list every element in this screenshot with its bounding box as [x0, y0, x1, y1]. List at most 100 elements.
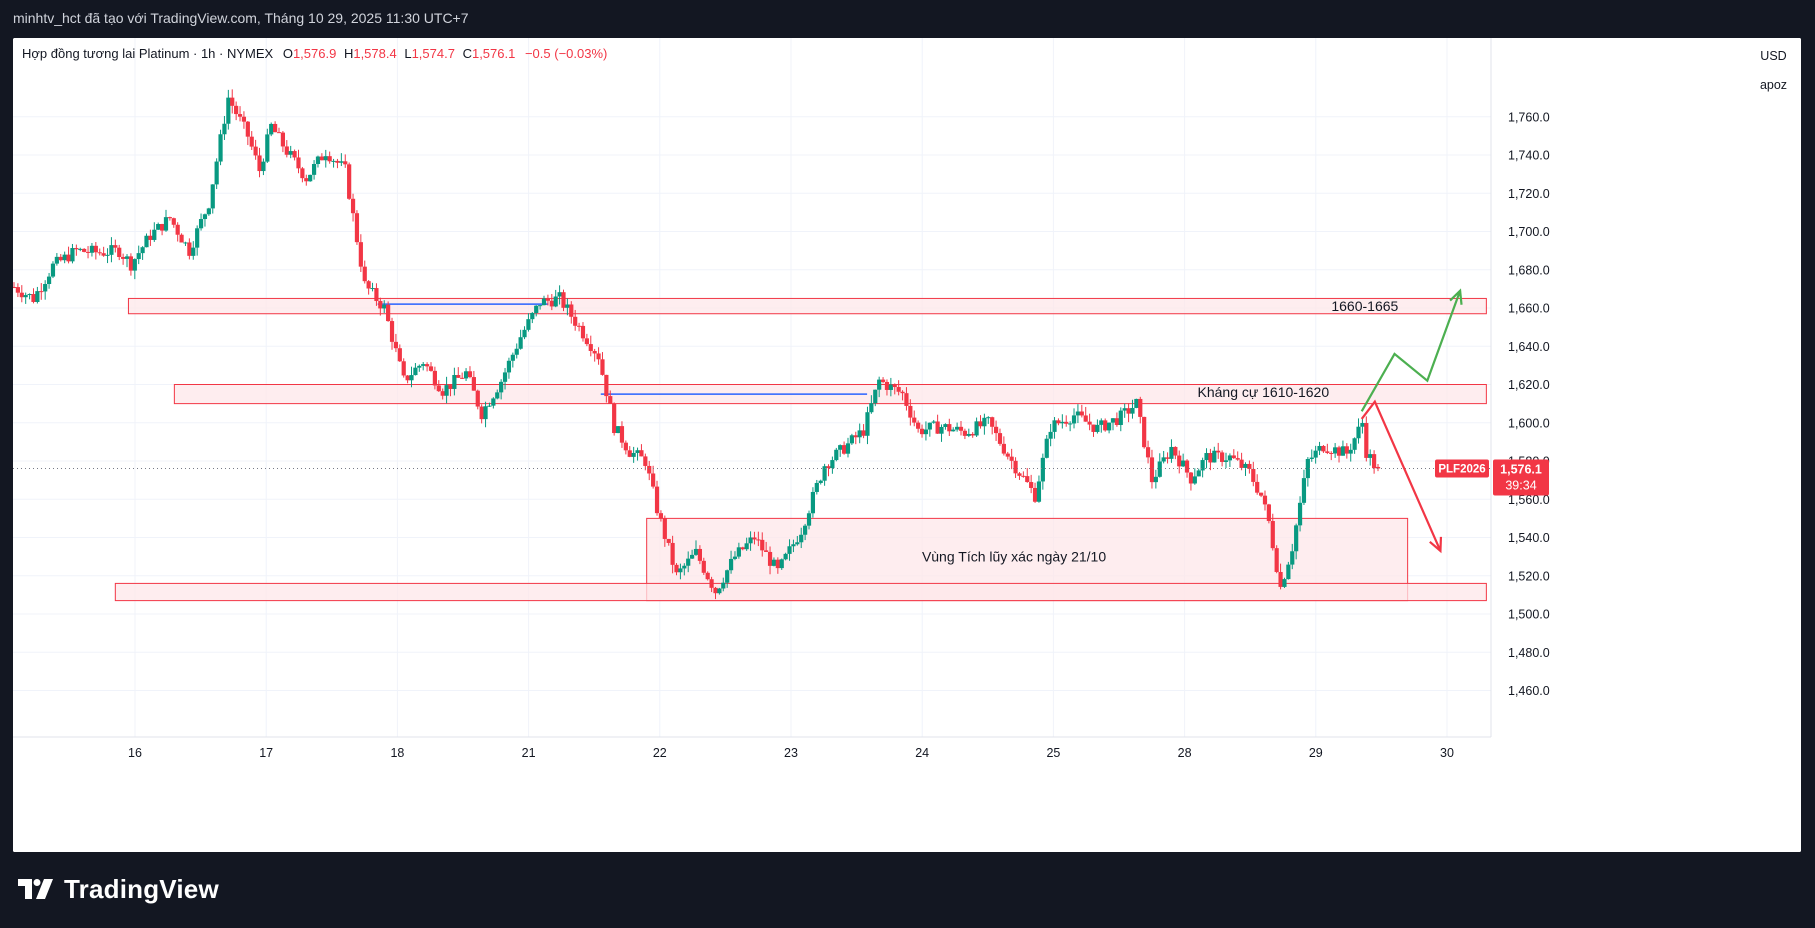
- candle-body[interactable]: [237, 114, 243, 117]
- candle-body[interactable]: [619, 426, 625, 443]
- candle-body[interactable]: [1064, 421, 1069, 424]
- candle-body[interactable]: [276, 132, 282, 134]
- candle-body[interactable]: [413, 367, 418, 376]
- candle-body[interactable]: [448, 385, 453, 389]
- candle-body[interactable]: [1173, 446, 1178, 456]
- candle-body[interactable]: [93, 245, 98, 253]
- candle-body[interactable]: [159, 224, 165, 231]
- candle-body[interactable]: [1032, 487, 1038, 502]
- candle-body[interactable]: [1364, 423, 1369, 458]
- candle-body[interactable]: [389, 321, 395, 342]
- candle-body[interactable]: [592, 350, 597, 354]
- candle-body[interactable]: [58, 256, 63, 261]
- candle-body[interactable]: [1336, 447, 1342, 456]
- candle-body[interactable]: [1216, 450, 1221, 453]
- candle-body[interactable]: [748, 537, 753, 544]
- candle-body[interactable]: [167, 217, 172, 219]
- candle-body[interactable]: [1001, 443, 1006, 454]
- candle-body[interactable]: [1005, 453, 1010, 457]
- candle-body[interactable]: [393, 341, 399, 349]
- candle-body[interactable]: [105, 254, 110, 256]
- candle-body[interactable]: [849, 435, 854, 444]
- candle-body[interactable]: [986, 417, 991, 419]
- candle-body[interactable]: [1235, 458, 1240, 460]
- zone-support[interactable]: [114, 582, 1487, 602]
- candle-body[interactable]: [214, 161, 219, 185]
- candle-body[interactable]: [210, 184, 215, 209]
- candle-body[interactable]: [1329, 452, 1334, 454]
- candle-body[interactable]: [187, 242, 192, 256]
- candle-body[interactable]: [495, 392, 500, 399]
- candle-body[interactable]: [1036, 481, 1042, 502]
- candle-body[interactable]: [764, 550, 769, 552]
- candle-body[interactable]: [152, 229, 157, 240]
- candle-body[interactable]: [627, 450, 632, 457]
- candle-body[interactable]: [128, 256, 134, 271]
- candle-body[interactable]: [421, 364, 426, 366]
- candle-body[interactable]: [545, 298, 551, 301]
- candle-body[interactable]: [163, 217, 169, 231]
- candle-body[interactable]: [1204, 453, 1209, 461]
- candle-body[interactable]: [1040, 457, 1045, 482]
- candle-body[interactable]: [222, 123, 227, 135]
- candle-body[interactable]: [1184, 460, 1190, 473]
- candle-body[interactable]: [951, 429, 956, 432]
- candle-body[interactable]: [709, 579, 714, 588]
- candle-body[interactable]: [1274, 548, 1279, 572]
- candle-body[interactable]: [736, 547, 741, 557]
- candle-body[interactable]: [674, 564, 679, 573]
- candle-body[interactable]: [1071, 415, 1077, 424]
- candle-body[interactable]: [557, 292, 562, 297]
- candle-body[interactable]: [366, 281, 371, 289]
- candle-body[interactable]: [1114, 418, 1119, 425]
- candle-body[interactable]: [1294, 525, 1299, 552]
- currency-box[interactable]: USD apoz: [1746, 38, 1801, 104]
- candle-body[interactable]: [740, 547, 745, 550]
- candle-body[interactable]: [845, 443, 851, 454]
- candle-body[interactable]: [117, 247, 122, 257]
- candle-body[interactable]: [896, 387, 901, 392]
- candle-body[interactable]: [82, 248, 87, 252]
- candle-body[interactable]: [1142, 416, 1147, 448]
- candle-body[interactable]: [697, 548, 702, 561]
- candle-body[interactable]: [1138, 398, 1143, 417]
- candle-body[interactable]: [1087, 421, 1092, 425]
- candle-body[interactable]: [728, 558, 734, 571]
- candle-body[interactable]: [13, 286, 17, 288]
- candle-body[interactable]: [834, 449, 839, 461]
- candle-body[interactable]: [1157, 461, 1162, 477]
- candle-body[interactable]: [997, 433, 1003, 444]
- candle-body[interactable]: [300, 168, 305, 179]
- candle-body[interactable]: [1149, 457, 1155, 483]
- candle-body[interactable]: [541, 298, 547, 306]
- candle-body[interactable]: [900, 391, 905, 394]
- candle-body[interactable]: [658, 513, 664, 519]
- candle-body[interactable]: [1208, 453, 1213, 463]
- candle-body[interactable]: [148, 235, 153, 240]
- candle-body[interactable]: [382, 304, 387, 309]
- candle-body[interactable]: [97, 252, 102, 254]
- candle-body[interactable]: [1356, 426, 1361, 439]
- candle-body[interactable]: [487, 405, 492, 407]
- candle-body[interactable]: [1091, 424, 1096, 432]
- candle-body[interactable]: [424, 364, 430, 367]
- candle-body[interactable]: [1270, 521, 1275, 549]
- candle-body[interactable]: [206, 208, 211, 215]
- candle-body[interactable]: [479, 406, 484, 420]
- candle-body[interactable]: [686, 558, 691, 566]
- candle-body[interactable]: [717, 588, 722, 594]
- candle-body[interactable]: [327, 156, 332, 162]
- candle-body[interactable]: [713, 587, 718, 594]
- candle-body[interactable]: [693, 548, 699, 555]
- candle-body[interactable]: [15, 287, 20, 293]
- candle-body[interactable]: [1255, 481, 1260, 493]
- candle-body[interactable]: [923, 429, 929, 435]
- candle-body[interactable]: [1297, 502, 1303, 526]
- candle-body[interactable]: [315, 156, 321, 165]
- candle-body[interactable]: [27, 294, 32, 296]
- candle-body[interactable]: [884, 381, 890, 390]
- candle-body[interactable]: [1075, 411, 1081, 416]
- candle-body[interactable]: [518, 337, 523, 349]
- candle-body[interactable]: [66, 254, 71, 262]
- candle-body[interactable]: [491, 398, 496, 406]
